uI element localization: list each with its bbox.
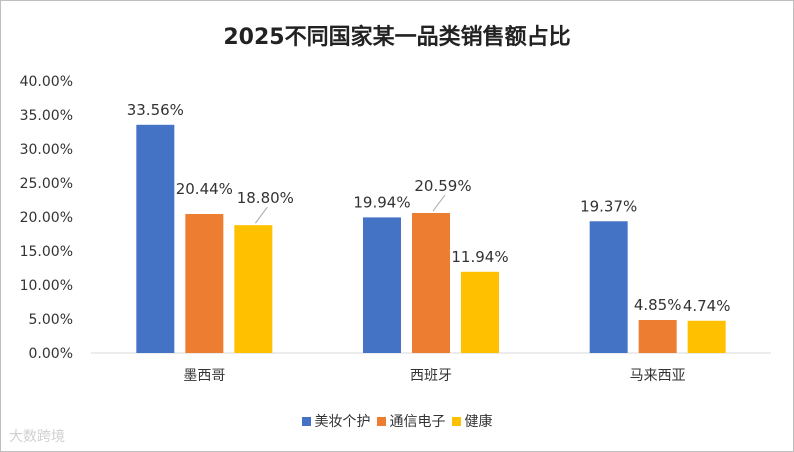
- legend-item: 通信电子: [376, 411, 446, 431]
- data-label: 19.94%: [353, 193, 410, 211]
- y-tick-label: 0.00%: [29, 346, 73, 362]
- data-label: 20.44%: [176, 180, 233, 198]
- legend: 美妆个护 通信电子 健康: [1, 411, 793, 431]
- y-tick-label: 10.00%: [20, 278, 73, 294]
- data-label: 11.94%: [451, 248, 508, 266]
- y-tick-label: 35.00%: [20, 108, 73, 124]
- legend-label: 健康: [464, 414, 493, 430]
- data-label: 33.56%: [127, 101, 184, 119]
- bar-美妆个护: [589, 221, 628, 353]
- data-label: 18.80%: [237, 189, 294, 207]
- watermark: 大数跨境: [9, 429, 65, 445]
- legend-label: 美妆个护: [314, 414, 371, 430]
- data-label: 20.59%: [414, 177, 471, 195]
- data-label: 4.74%: [683, 297, 731, 315]
- legend-item: 美妆个护: [301, 411, 371, 431]
- data-label: 4.85%: [634, 296, 682, 314]
- y-tick-label: 30.00%: [20, 142, 73, 158]
- bar-健康: [461, 271, 499, 353]
- y-tick-label: 20.00%: [20, 210, 73, 226]
- chart-title: 2025不同国家某一品类销售额占比: [223, 25, 571, 50]
- y-tick-label: 5.00%: [29, 312, 73, 328]
- legend-swatch: [451, 416, 461, 426]
- legend-label: 通信电子: [389, 414, 446, 430]
- legend-swatch: [376, 416, 386, 426]
- y-tick-label: 40.00%: [20, 74, 73, 90]
- bar-通信电子: [638, 320, 677, 353]
- y-tick-label: 15.00%: [20, 244, 73, 260]
- x-category-label: 马来西亚: [630, 368, 686, 384]
- bar-美妆个护: [136, 124, 175, 354]
- data-label: 19.37%: [580, 197, 637, 215]
- x-category-label: 墨西哥: [183, 368, 225, 384]
- bar-通信电子: [185, 214, 224, 353]
- bar-通信电子: [412, 212, 450, 353]
- legend-item: 健康: [451, 411, 493, 431]
- leader-line: [432, 194, 446, 212]
- bar-健康: [234, 225, 273, 353]
- legend-swatch: [301, 416, 311, 426]
- leader-line: [254, 206, 268, 224]
- bar-健康: [687, 320, 726, 353]
- x-category-label: 西班牙: [410, 368, 452, 384]
- y-tick-label: 25.00%: [20, 176, 73, 192]
- bar-美妆个护: [363, 217, 401, 353]
